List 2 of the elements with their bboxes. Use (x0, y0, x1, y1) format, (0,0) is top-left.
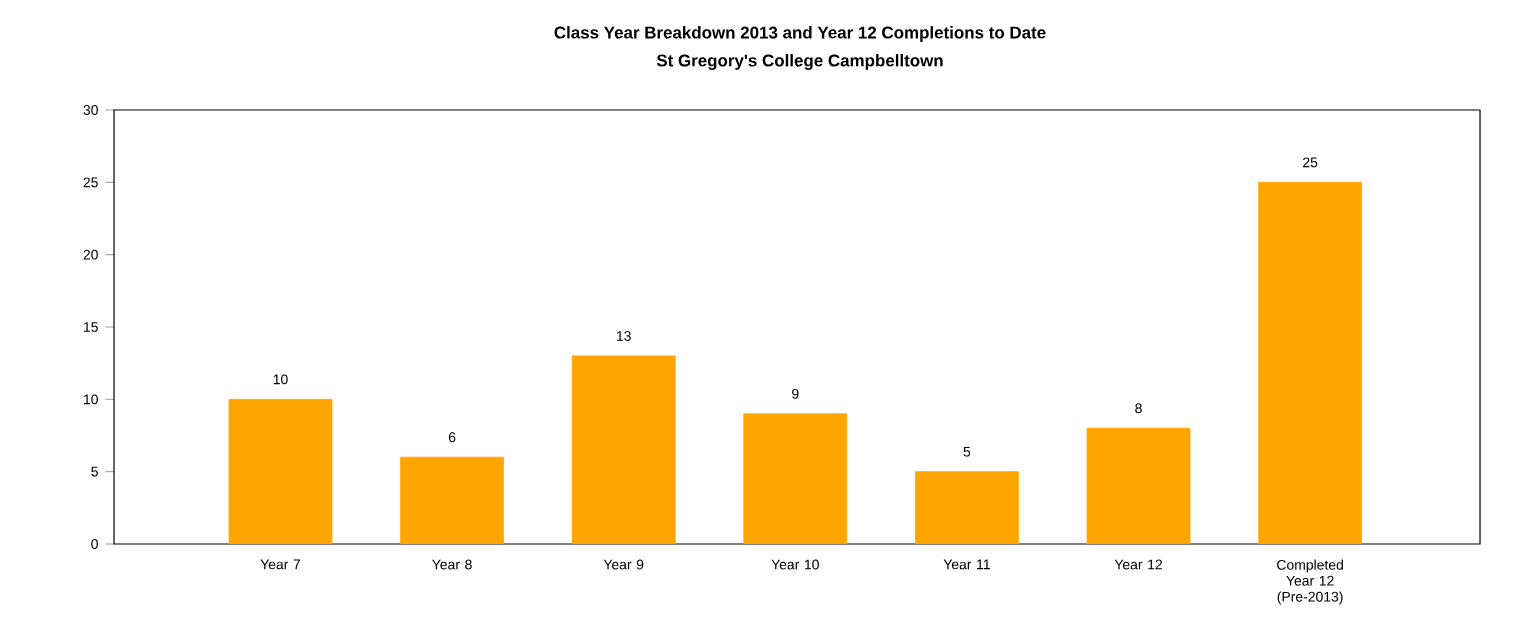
chart-subtitle: St Gregory's College Campbelltown (656, 54, 943, 70)
chart-title: Class Year Breakdown 2013 and Year 12 Completions to Date (554, 26, 1046, 42)
